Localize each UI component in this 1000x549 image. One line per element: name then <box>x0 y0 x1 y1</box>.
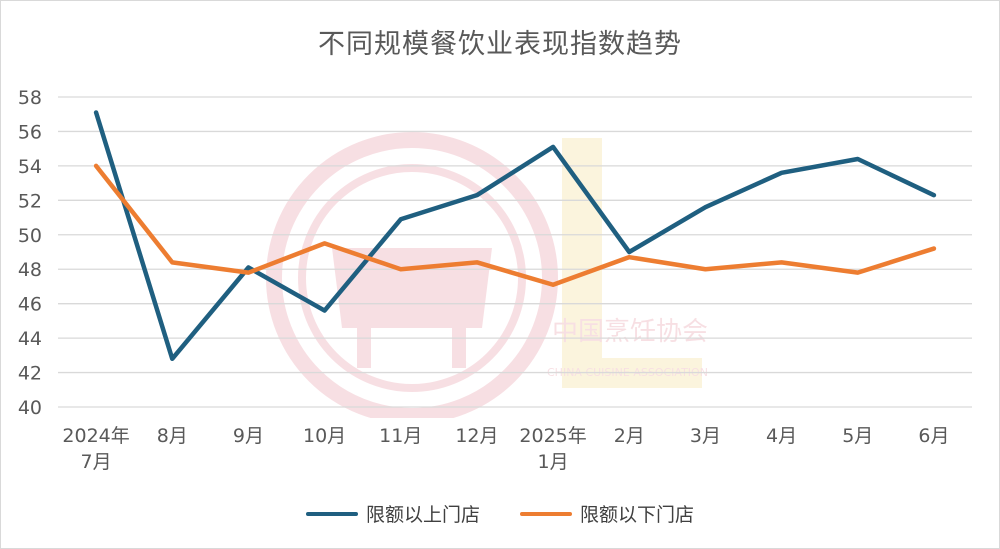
x-axis-tick-labels: 2024年 7月 8月 9月 10月 11月 12月 2025年 1月 2月 3月 4月 5月 6月 <box>62 425 949 473</box>
chart-title: 不同规模餐饮业表现指数趋势 <box>318 29 682 60</box>
series-lines <box>93 110 937 362</box>
y-tick-label: 48 <box>18 259 42 281</box>
y-axis-tick-labels: 40 42 44 46 48 50 52 54 56 58 <box>18 87 42 419</box>
legend-item-series-1: 限额以上门店 <box>305 500 480 527</box>
chart-legend: 限额以上门店 限额以下门店 <box>0 500 1000 527</box>
y-tick-label: 44 <box>18 328 42 350</box>
x-tick-label: 9月 <box>233 425 264 447</box>
y-tick-label: 52 <box>18 190 42 212</box>
series-line-1 <box>93 110 937 362</box>
gridlines <box>58 96 972 408</box>
legend-swatch-series-2 <box>520 511 572 516</box>
legend-item-series-2: 限额以下门店 <box>520 500 694 527</box>
x-tick-label: 2月 <box>614 425 645 447</box>
y-tick-label: 40 <box>18 397 42 419</box>
x-tick-label: 2024年 <box>62 425 129 447</box>
x-tick-label: 5月 <box>842 425 873 447</box>
legend-label-series-2: 限额以下门店 <box>580 504 695 526</box>
x-tick-label: 8月 <box>157 425 188 447</box>
y-tick-label: 58 <box>18 87 42 109</box>
y-tick-label: 54 <box>18 156 42 178</box>
x-tick-label: 3月 <box>690 425 721 447</box>
legend-swatch-series-1 <box>305 511 358 516</box>
y-tick-label: 50 <box>18 225 42 247</box>
x-tick-label: 2025年 <box>519 425 586 447</box>
series-line-2 <box>93 163 937 287</box>
x-tick-label: 1月 <box>538 451 569 473</box>
x-tick-label: 12月 <box>455 425 498 447</box>
x-tick-label: 4月 <box>766 425 797 447</box>
y-tick-label: 42 <box>18 363 42 385</box>
y-tick-label: 56 <box>18 121 42 143</box>
x-tick-label: 11月 <box>379 425 422 447</box>
x-tick-label: 7月 <box>81 451 112 473</box>
legend-label-series-1: 限额以上门店 <box>365 504 480 526</box>
x-tick-label: 6月 <box>918 425 949 447</box>
x-tick-label: 10月 <box>303 425 346 447</box>
y-tick-label: 46 <box>18 294 42 316</box>
